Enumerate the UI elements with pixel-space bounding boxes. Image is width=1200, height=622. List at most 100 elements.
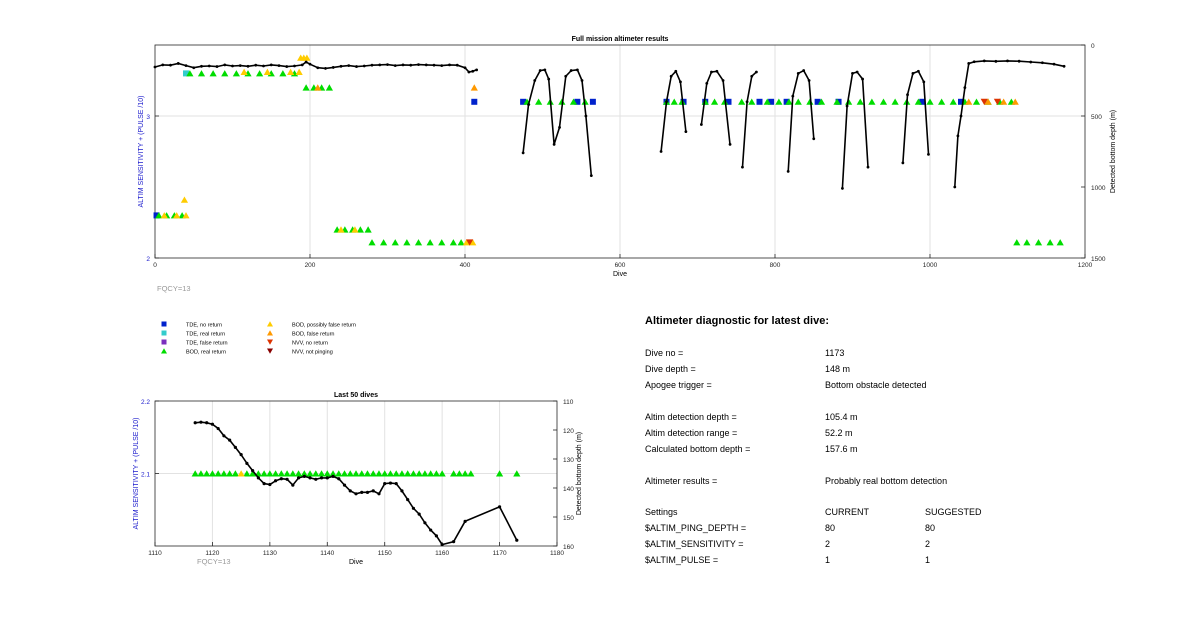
depth-line <box>787 69 815 172</box>
depth-point <box>755 70 758 74</box>
depth-point <box>699 123 703 126</box>
bod-real-return-marker <box>186 70 194 77</box>
depth-point <box>745 100 749 104</box>
legend-label: TDE, real return <box>186 332 225 338</box>
x-tick-label: 0 <box>153 262 157 269</box>
bod-real-return-marker <box>231 470 239 477</box>
y2-axis-label: Detected bottom depth (m) <box>1110 110 1117 193</box>
depth-point <box>269 63 273 67</box>
tde-no-return-marker <box>725 98 732 105</box>
depth-point <box>365 490 370 494</box>
bod-possibly-false-return-marker <box>351 226 359 233</box>
bod-real-return-marker <box>409 470 418 477</box>
depth-point <box>911 72 915 75</box>
setting-name: $ALTIM_PULSE = <box>645 555 719 565</box>
diag-label: Dive no = <box>645 348 684 358</box>
bod-real-return-marker <box>386 470 395 477</box>
bod-real-return-marker <box>879 98 888 105</box>
x-axis-label: Dive <box>349 559 363 566</box>
depth-point <box>205 421 209 425</box>
bod-real-return-marker <box>535 98 543 105</box>
x-tick-label: 1110 <box>148 550 162 557</box>
depth-point <box>575 68 579 72</box>
depth-point <box>331 66 335 69</box>
setting-name: $ALTIM_PING_DEPTH = <box>645 523 747 533</box>
depth-point <box>1029 60 1033 64</box>
bod-real-return-marker <box>369 470 377 477</box>
bod-possibly-false-return-marker <box>237 470 245 477</box>
bod-possibly-false-return-marker <box>303 54 311 61</box>
depth-point <box>268 482 272 487</box>
bod-real-return-marker <box>1013 239 1021 246</box>
bod-real-return-marker <box>203 470 211 477</box>
bod-false-return-marker <box>470 84 478 91</box>
y2-tick-label: 1000 <box>1091 185 1106 192</box>
bod-real-return-marker <box>415 470 423 477</box>
bod-real-return-marker <box>243 470 251 477</box>
bod-real-return-marker <box>833 98 841 105</box>
bod-real-return-marker <box>926 98 934 105</box>
x-tick-label: 1130 <box>263 550 277 557</box>
depth-point <box>786 169 790 173</box>
y-axis-label: ALTIM SENSITIVITY + (PULSE /10) <box>133 418 140 530</box>
depth-point <box>277 64 281 67</box>
depth-point <box>302 474 306 478</box>
depth-point <box>1052 62 1056 66</box>
depth-point <box>584 114 588 118</box>
depth-point <box>193 421 197 425</box>
depth-point <box>728 143 732 146</box>
y2-tick-label: 0 <box>1091 43 1095 50</box>
legend-label: NVV, not pinging <box>292 350 333 356</box>
bod-real-return-marker <box>300 470 308 477</box>
bod-real-return-marker <box>209 70 217 77</box>
depth-point <box>360 490 364 494</box>
settings-current-header: CURRENT <box>825 507 869 517</box>
depth-line <box>154 61 477 73</box>
bod-real-return-marker <box>421 470 429 477</box>
legend-marker <box>161 348 167 354</box>
depth-point <box>370 63 374 67</box>
legend-marker <box>267 348 273 354</box>
depth-point <box>967 62 971 65</box>
bod-real-return-marker <box>569 98 578 105</box>
depth-point <box>417 63 420 66</box>
diag-label: Altimeter results = <box>645 476 718 486</box>
depth-point <box>314 477 318 481</box>
bod-real-return-marker <box>461 470 469 477</box>
depth-point <box>521 151 525 155</box>
depth-point <box>279 477 283 481</box>
depth-point <box>354 492 358 496</box>
depth-point <box>791 94 795 98</box>
bod-real-return-marker <box>232 70 240 77</box>
bod-real-return-marker <box>289 470 297 477</box>
depth-point <box>161 63 165 67</box>
bod-real-return-marker <box>438 470 446 477</box>
depth-point <box>394 482 398 486</box>
bod-false-return-marker <box>314 84 322 91</box>
depth-point <box>215 65 219 68</box>
depth-point <box>533 79 537 82</box>
bod-real-return-marker <box>775 98 783 105</box>
depth-point <box>802 69 806 72</box>
tde-no-return-marker <box>768 98 775 105</box>
depth-line <box>902 70 930 163</box>
depth-point <box>434 534 438 538</box>
fqcy-annotation: FQCY=13 <box>157 284 191 293</box>
depth-point <box>710 70 713 74</box>
bod-real-return-marker <box>856 98 864 105</box>
y2-tick-label: 500 <box>1091 114 1102 121</box>
depth-point <box>293 64 296 68</box>
bod-real-return-marker <box>302 84 310 91</box>
depth-point <box>246 64 250 68</box>
bod-possibly-false-return-marker <box>462 239 471 246</box>
bod-real-return-marker <box>249 470 257 477</box>
depth-point <box>866 165 870 169</box>
y-tick-label: 3 <box>146 114 150 121</box>
chart-title: Full mission altimeter results <box>572 36 669 43</box>
nvv-no-return-marker <box>993 98 1002 106</box>
bod-real-return-marker <box>495 470 504 477</box>
bod-real-return-marker <box>197 70 206 77</box>
depth-point <box>467 70 471 74</box>
diag-label: Altim detection depth = <box>645 412 737 422</box>
bod-real-return-marker <box>513 470 521 477</box>
